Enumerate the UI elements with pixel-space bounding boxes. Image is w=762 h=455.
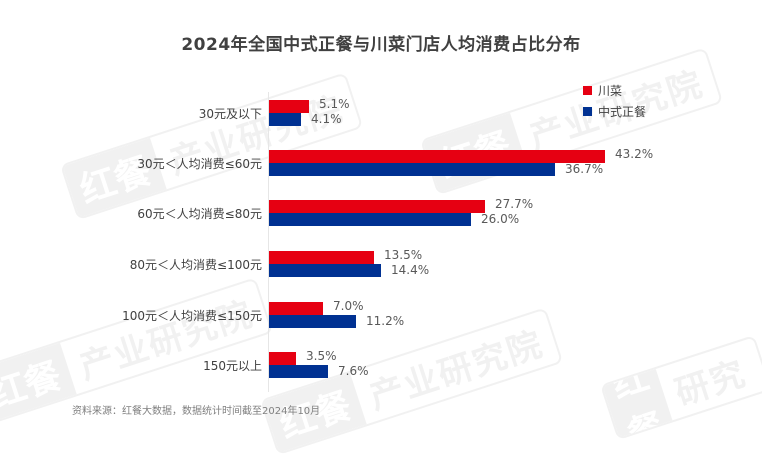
value-label: 3.5% <box>306 349 337 363</box>
bar-chinese <box>269 315 356 328</box>
chart-title: 2024年全国中式正餐与川菜门店人均消费占比分布 <box>181 35 581 55</box>
source-note: 资料来源：红餐大数据，数据统计时间截至2024年10月 <box>72 406 321 417</box>
bar-group: 100元＜人均消费≤150元 7.0% 11.2% <box>0 299 762 329</box>
value-label: 43.2% <box>615 147 654 161</box>
legend-item-chinese: 中式正餐 <box>583 101 646 122</box>
bar-chinese <box>269 264 381 277</box>
bar-sichuan <box>269 302 323 315</box>
bar-sichuan <box>269 150 605 163</box>
category-label: 30元＜人均消费≤60元 <box>137 157 262 171</box>
value-label: 13.5% <box>384 248 423 262</box>
value-label: 7.0% <box>333 299 364 313</box>
bar-group: 60元＜人均消费≤80元 27.7% 26.0% <box>0 197 762 227</box>
category-label: 80元＜人均消费≤100元 <box>129 258 262 272</box>
category-label: 150元以上 <box>203 359 262 373</box>
value-label: 4.1% <box>311 112 342 126</box>
bar-group: 150元以上 3.5% 7.6% <box>0 349 762 379</box>
y-axis-line <box>268 92 269 392</box>
bar-sichuan <box>269 251 374 264</box>
watermark: 红餐产业研究院 <box>60 72 364 221</box>
value-label: 36.7% <box>565 162 604 176</box>
watermark: 红餐产业研究院 <box>260 307 564 455</box>
category-label: 30元及以下 <box>198 107 262 121</box>
category-label: 60元＜人均消费≤80元 <box>137 207 262 221</box>
bar-chinese <box>269 163 555 176</box>
value-label: 11.2% <box>366 314 405 328</box>
value-label: 14.4% <box>391 263 430 277</box>
bar-chinese <box>269 113 301 126</box>
value-label: 26.0% <box>481 212 520 226</box>
bar-group: 80元＜人均消费≤100元 13.5% 14.4% <box>0 248 762 278</box>
bar-group: 30元及以下 5.1% 4.1% <box>0 97 762 127</box>
bar-group: 30元＜人均消费≤60元 43.2% 36.7% <box>0 147 762 177</box>
bar-sichuan <box>269 100 309 113</box>
bar-sichuan <box>269 352 296 365</box>
value-label: 5.1% <box>319 97 350 111</box>
value-label: 27.7% <box>495 197 534 211</box>
bar-chinese <box>269 365 328 378</box>
value-label: 7.6% <box>338 364 369 378</box>
category-label: 100元＜人均消费≤150元 <box>122 309 262 323</box>
legend-swatch-red-icon <box>583 86 592 95</box>
bar-chinese <box>269 213 471 226</box>
bar-sichuan <box>269 200 485 213</box>
legend: 川菜 中式正餐 <box>583 80 646 122</box>
legend-item-sichuan: 川菜 <box>583 80 646 101</box>
legend-swatch-blue-icon <box>583 107 592 116</box>
